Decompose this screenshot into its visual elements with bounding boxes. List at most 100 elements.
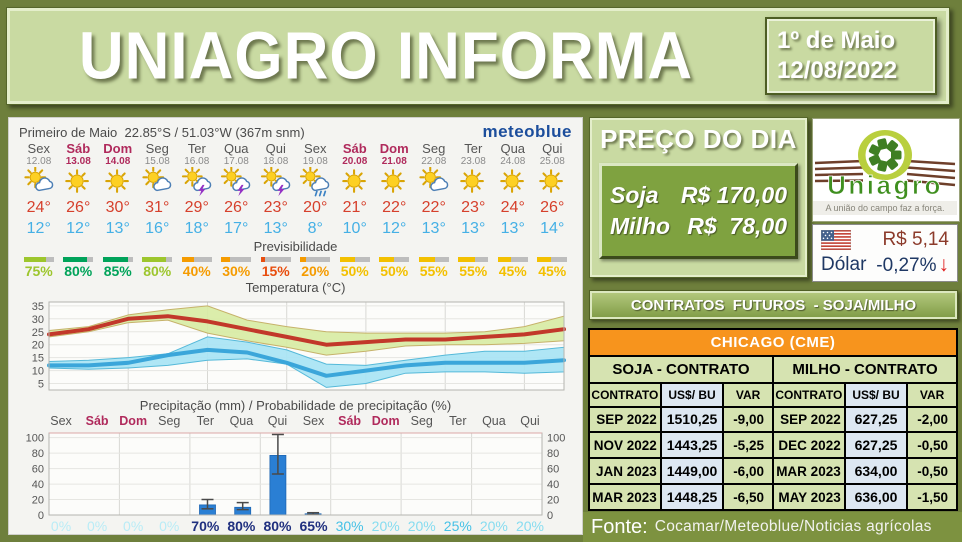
day-name: Qui: [542, 141, 563, 156]
svg-text:15: 15: [32, 353, 44, 365]
day-date: 12.08: [26, 156, 52, 167]
weather-icon-sun-cloud: [24, 167, 54, 192]
high-temperature: 23°: [461, 199, 486, 216]
precip-day-label: Sáb: [338, 414, 362, 428]
soja-contract: MAR 2023: [588, 483, 662, 511]
dollar-quote-box: R$ 5,14 Dólar -0,27%↓: [812, 224, 958, 282]
forecast-day-column: Dom 21.08 22° 12°: [375, 142, 415, 239]
precip-day-label: Sex: [302, 414, 325, 428]
low-temperature: 12°: [26, 220, 51, 237]
day-date: 20.08: [342, 156, 368, 167]
sun-icon: [24, 167, 46, 189]
svg-text:100: 100: [547, 433, 565, 445]
predictability-bar: [63, 257, 94, 262]
date-line-2: 12/08/2022: [777, 57, 898, 84]
sun-icon: [460, 169, 485, 193]
weather-icon-sun: [105, 169, 129, 193]
precip-day-label: Sáb: [85, 414, 109, 428]
predictability-cell: 45%: [533, 255, 573, 280]
predictability-value: 45%: [538, 263, 567, 279]
predictability-value: 15%: [261, 263, 290, 279]
weather-icon-sun: [65, 169, 90, 193]
exchange-header: CHICAGO (CME): [588, 327, 958, 358]
day-name: Sáb: [66, 141, 91, 156]
predictability-bar: [102, 257, 133, 262]
cloud-icon: [192, 177, 212, 192]
precip-day-label: Dom: [371, 414, 400, 428]
day-date: 25.08: [539, 156, 565, 167]
day-date: 22.08: [421, 156, 447, 167]
cloud-icon: [429, 177, 449, 192]
day-date: 17.08: [223, 156, 249, 167]
day-name: Sex: [27, 141, 50, 156]
soja-var: -6,50: [722, 483, 774, 511]
column-header: US$/ BU: [659, 382, 725, 408]
svg-text:40: 40: [32, 479, 44, 491]
field-rows-left-icon: [814, 159, 864, 183]
date-line-1: 1º de Maio: [777, 27, 896, 54]
low-temperature: 17°: [224, 220, 249, 237]
day-name: Seg: [422, 141, 446, 156]
sun-icon: [105, 169, 129, 193]
predictability-cell: 50%: [335, 255, 375, 280]
predictability-cell: 30%: [217, 255, 257, 280]
table-row: JAN 2023 1449,00 -6,00 MAR 2023 634,00 -0,50: [588, 457, 958, 486]
svg-text:10: 10: [32, 366, 44, 378]
milho-price: 627,25: [843, 431, 909, 460]
soja-price: 1443,25: [659, 431, 725, 460]
weather-header: Primeiro de Maio 22.85°S / 51.03°W (367m…: [19, 122, 572, 142]
predictability-value: 80%: [143, 263, 172, 279]
weather-location: Primeiro de Maio 22.85°S / 51.03°W (367m…: [19, 125, 305, 140]
predictability-bar: [300, 257, 331, 262]
precip-probability-value: 0%: [123, 518, 144, 534]
svg-text:20: 20: [32, 495, 44, 507]
precip-probability-value: 20%: [515, 518, 544, 534]
date-badge: 1º de Maio 12/08/2022: [765, 17, 937, 95]
forecast-day-column: Qui 18.08 23° 13°: [256, 142, 296, 239]
precipitation-chart-title: Precipitação (mm) / Probabilidade de pre…: [139, 398, 452, 413]
precip-day-label: Dom: [119, 414, 148, 428]
predictability-value: 55%: [419, 263, 448, 279]
temperature-chart-title: Temperatura (°C): [245, 280, 346, 295]
weather-icon-sun: [500, 169, 524, 193]
svg-text:35: 35: [32, 301, 44, 313]
dollar-label: Dólar: [821, 254, 867, 275]
predictability-cell: 45%: [493, 255, 533, 280]
sun-icon: [221, 167, 242, 187]
forecast-day-column: Qui 25.08 26° 14°: [533, 142, 573, 239]
svg-text:30: 30: [32, 314, 44, 326]
milho-price: 634,00: [843, 457, 909, 486]
uniagro-brand-text: Uniagro: [827, 170, 943, 200]
forecast-day-column: Dom 14.08 30° 13°: [98, 142, 138, 239]
predictability-bar: [260, 257, 291, 262]
weather-icon-sun: [460, 169, 485, 193]
precip-day-label: Ter: [196, 414, 214, 428]
precip-probability-value: 30%: [335, 518, 364, 534]
predictability-cell: 50%: [375, 255, 415, 280]
high-temperature: 26°: [66, 199, 91, 216]
weather-icon-sun-cloud: [419, 167, 449, 192]
svg-text:80: 80: [547, 448, 559, 460]
price-of-day-panel: PREÇO DO DIA Soja R$ 170,00 Milho R$ 78,00: [589, 117, 808, 278]
high-temperature: 22°: [421, 199, 446, 216]
soja-group-header: SOJA - CONTRATO: [588, 355, 774, 385]
predictability-cell: 20%: [296, 255, 336, 280]
forecast-day-column: Sáb 20.08 21° 10°: [335, 142, 375, 239]
svg-text:20: 20: [547, 495, 559, 507]
day-name: Qui: [265, 141, 286, 156]
precip-probability-value: 20%: [479, 518, 508, 534]
predictability-cell: 80%: [138, 255, 178, 280]
predictability-value: 80%: [64, 263, 93, 279]
low-temperature: 12°: [382, 220, 407, 237]
low-temperature: 13°: [105, 220, 130, 237]
weather-icon-sun: [539, 169, 564, 193]
milho-contract: MAR 2023: [771, 457, 846, 486]
predictability-bar: [339, 257, 370, 262]
precip-probability-value: 80%: [227, 518, 256, 534]
high-temperature: 23°: [263, 199, 288, 216]
precip-day-label: Seg: [158, 414, 181, 428]
forecast-day-column: Qua 17.08 26° 17°: [217, 142, 257, 239]
predictability-bar: [221, 257, 252, 262]
day-name: Ter: [187, 141, 206, 156]
